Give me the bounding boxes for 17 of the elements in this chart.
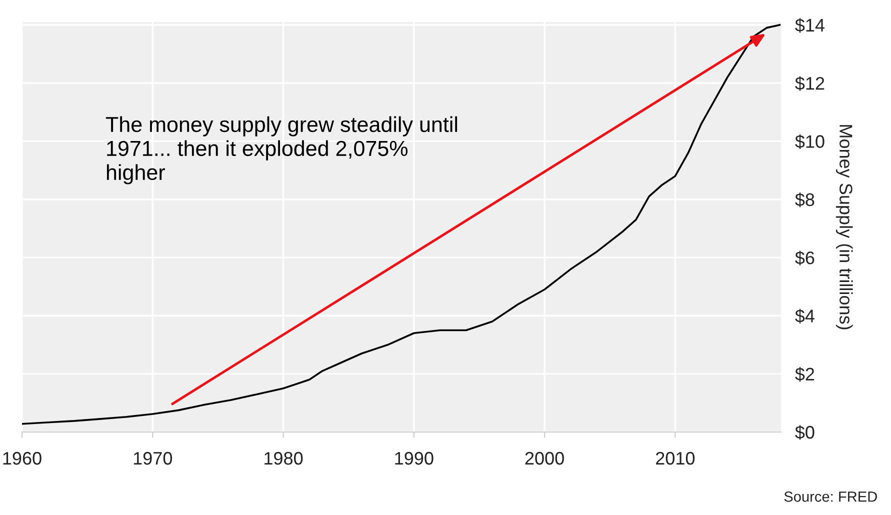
y-tick-label: $0 [795,425,814,440]
x-tick-label: 1980 [264,452,303,465]
y-tick-label: $8 [795,192,814,208]
y-tick-label: $14 [795,18,824,33]
y-axis-title: Money Supply (in trillions) [836,125,853,330]
y-tick-label: $2 [795,367,814,382]
x-tick-label: 2010 [656,452,695,465]
annotation: The money supply grew steadily until 1971... then it exploded 2,075% higher [106,116,458,184]
x-tick-label: 1960 [3,452,42,465]
source-note: Source: FRED [784,491,877,502]
y-tick-label: $12 [795,76,824,91]
x-tick-label: 2000 [525,452,564,465]
x-tick-label: 1990 [395,452,434,465]
y-tick-label: $6 [795,250,814,266]
y-tick-label: $10 [795,134,824,150]
y-tick-label: $4 [795,308,814,324]
x-tick-label: 1970 [134,452,172,465]
